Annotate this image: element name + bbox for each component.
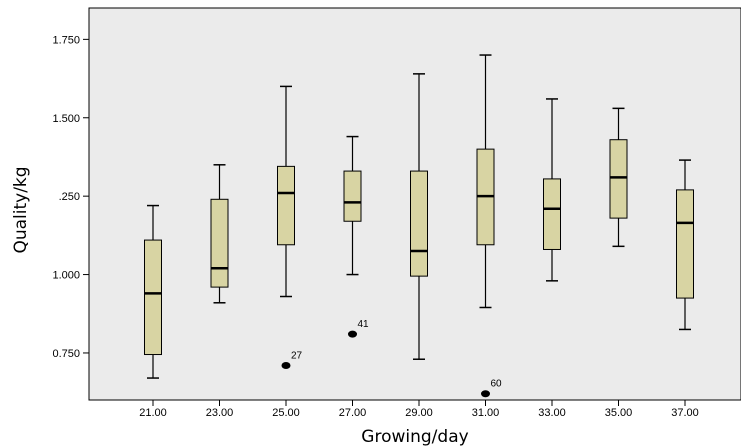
outlier-point [481, 390, 490, 398]
box-23.00 [210, 198, 229, 288]
box-35.00 [609, 139, 628, 219]
outlier-point [281, 362, 291, 370]
box-21.00 [144, 239, 162, 356]
y-tick-label: 0.750 [52, 348, 80, 360]
x-tick-label: 33.00 [538, 407, 566, 419]
x-tick-label: 37.00 [671, 407, 699, 419]
box-29.00 [410, 170, 428, 277]
x-tick-label: 29.00 [405, 407, 433, 419]
x-tick-label: 35.00 [605, 407, 633, 419]
x-tick-label: 23.00 [206, 407, 234, 419]
x-tick-label: 31.00 [472, 407, 500, 419]
y-tick-label: .250 [59, 191, 80, 203]
x-axis-title: Growing/day [361, 427, 468, 447]
x-tick-label: 21.00 [139, 407, 167, 419]
box-37.00 [676, 189, 694, 299]
x-tick-label: 25.00 [272, 407, 300, 419]
x-tick-label: 27.00 [339, 407, 367, 419]
outlier-point [348, 330, 357, 338]
y-tick-label: 1.750 [52, 34, 80, 46]
outlier-label: 27 [291, 351, 303, 362]
box-33.00 [543, 178, 561, 250]
box-25.00 [277, 165, 295, 246]
outlier-label: 60 [491, 379, 503, 390]
y-axis-title: Quality/kg [11, 166, 31, 253]
box-27.00 [343, 170, 362, 222]
y-tick-label: 1.000 [52, 270, 80, 282]
outlier-label: 41 [358, 319, 370, 330]
y-tick-label: 1.500 [52, 113, 80, 125]
